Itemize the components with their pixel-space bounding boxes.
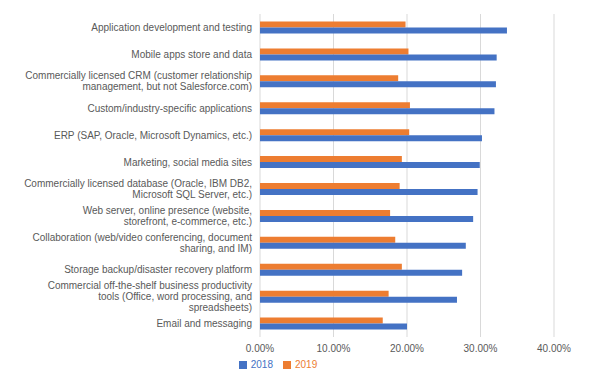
svg-text:Mobile apps store and data: Mobile apps store and data [131, 49, 252, 60]
svg-text:Marketing, social media sites: Marketing, social media sites [124, 157, 252, 168]
svg-text:30.00%: 30.00% [464, 343, 498, 354]
svg-text:Storage backup/disaster recove: Storage backup/disaster recovery platfor… [64, 264, 252, 275]
svg-text:ERP (SAP, Oracle, Microsoft Dy: ERP (SAP, Oracle, Microsoft Dynamics, et… [54, 130, 252, 141]
html-text:2018: 2018 [250, 359, 273, 370]
svg-text:Commercial off-the-shelf busin: Commercial off-the-shelf business produc… [48, 280, 252, 313]
svg-text:Application development and te: Application development and testing [91, 22, 252, 33]
svg-text:10.00%: 10.00% [317, 343, 351, 354]
svg-text:40.00%: 40.00% [537, 343, 571, 354]
svg-text:Commercially licensed CRM (cus: Commercially licensed CRM (customer rela… [25, 70, 252, 92]
svg-text:Collaboration (web/video confe: Collaboration (web/video conferencing, d… [32, 232, 252, 254]
svg-text:Commercially licensed database: Commercially licensed database (Oracle, … [24, 178, 252, 200]
svg-text:0.00%: 0.00% [246, 343, 274, 354]
html-text:2019: 2019 [295, 359, 318, 370]
svg-text:Email and messaging: Email and messaging [156, 318, 252, 329]
svg-text:20.00%: 20.00% [390, 343, 424, 354]
svg-text:Custom/industry-specific appli: Custom/industry-specific applications [87, 103, 252, 114]
svg-text:Web server, online presence (w: Web server, online presence (website,sto… [83, 205, 252, 227]
